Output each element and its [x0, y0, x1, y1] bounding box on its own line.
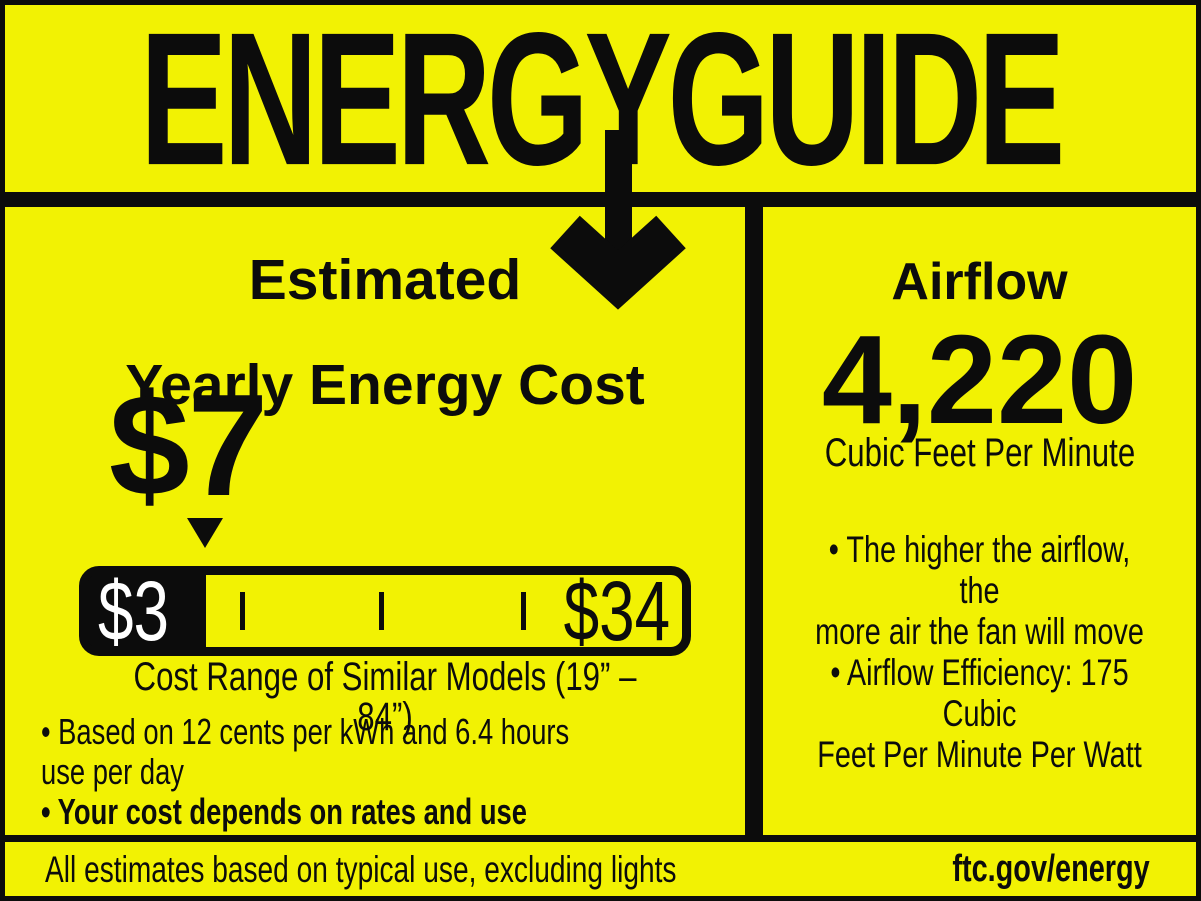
airflow-section: Airflow 4,220 Cubic Feet Per Minute • Th… [763, 207, 1196, 835]
range-tick [240, 592, 245, 630]
down-arrow-icon [550, 130, 686, 310]
airflow-note-item: • The higher the airflow, the more air t… [815, 529, 1144, 652]
footer-strip: All estimates based on typical use, excl… [5, 842, 1196, 896]
cost-range-fill: $3 [88, 569, 206, 653]
airflow-value: 4,220 [821, 309, 1138, 450]
footer-note: All estimates based on typical use, excl… [45, 848, 677, 890]
energy-guide-title: ENERGYGUIDE [140, 0, 1065, 205]
estimated-yearly-energy-cost-section: Estimated Yearly Energy Cost $7 $3 $34 C… [5, 207, 745, 872]
airflow-heading: Airflow [891, 253, 1068, 311]
footer-url: ftc.gov/energy [952, 848, 1150, 890]
range-tick [379, 592, 384, 630]
airflow-note-item: • Airflow Efficiency: 175 Cubic Feet Per… [817, 652, 1142, 775]
cost-heading-line1: Estimated [248, 248, 522, 312]
cost-note-item: • Based on 12 cents per kWh and 6.4 hour… [41, 711, 577, 792]
cost-heading-line2: Yearly Energy Cost [125, 353, 645, 417]
range-tick [521, 592, 526, 630]
range-max-value: $34 [563, 564, 670, 658]
yearly-cost-value: $7 [109, 364, 268, 526]
cost-range-caption: Cost Range of Similar Models (19” – 84”) [133, 655, 646, 739]
title-band: ENERGYGUIDE [5, 0, 1196, 205]
airflow-unit: Cubic Feet Per Minute [824, 431, 1135, 475]
cost-note-item: • Your cost depends on rates and use [41, 791, 527, 832]
cost-pointer-icon [187, 518, 223, 548]
cost-range-bar: $3 $34 [79, 566, 691, 656]
airflow-notes-list: • The higher the airflow, the more air t… [763, 529, 1196, 775]
range-min-value: $3 [98, 564, 170, 658]
